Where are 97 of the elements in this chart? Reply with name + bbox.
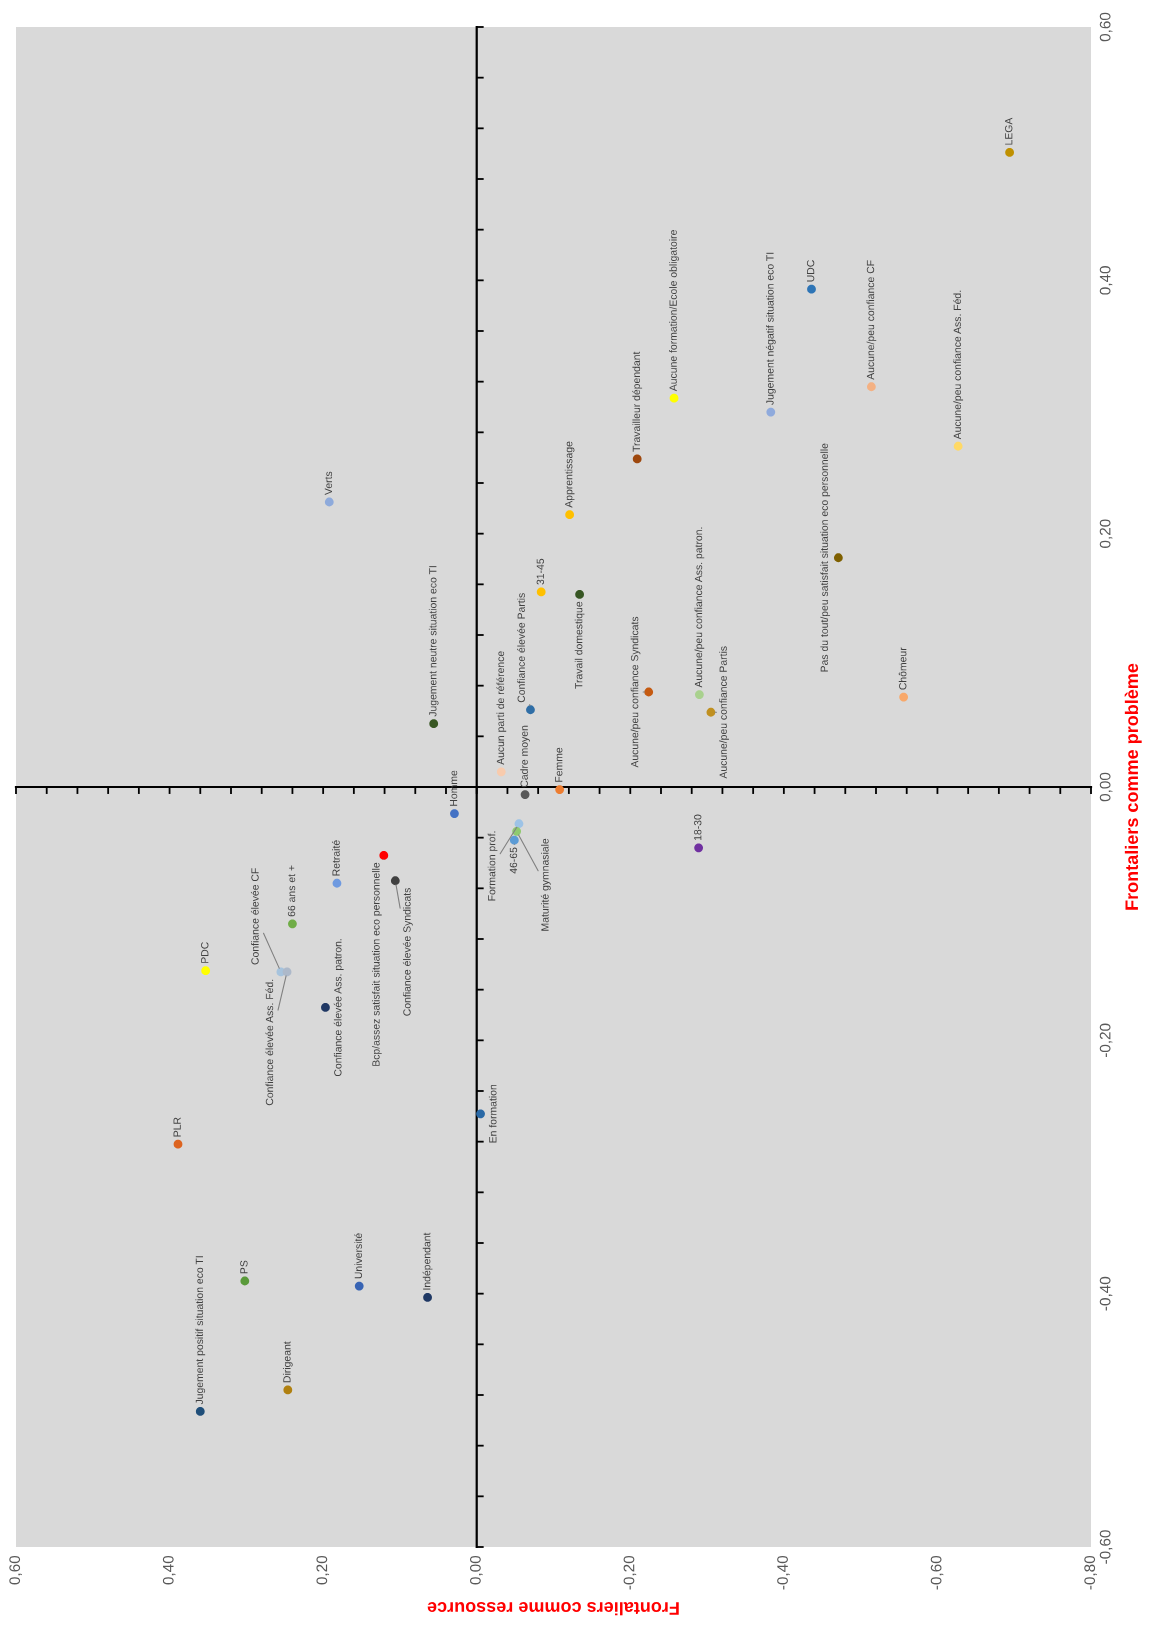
point [423, 1293, 432, 1302]
text: Formation prof. [487, 831, 498, 901]
point [476, 1109, 485, 1119]
text: 46-65 [509, 847, 518, 874]
point [195, 1407, 205, 1416]
text: Aucune/peu confiance Ass. patron. [694, 527, 705, 688]
text: Aucun parti de référence [496, 651, 507, 765]
y-tick-label: -0,20 [1099, 1023, 1113, 1058]
point [1005, 148, 1014, 157]
x-axis-title: Frontaliers comme ressource [427, 1602, 679, 1616]
text: PS [240, 1260, 248, 1274]
point [283, 1385, 293, 1395]
point [669, 393, 679, 403]
text: Aucune/peu confiance Syndicats [630, 616, 641, 768]
text: Retraité [331, 840, 340, 876]
x-tick-label: 0,20 [316, 1555, 330, 1585]
text: En formation [488, 1084, 497, 1143]
text: Confiance élevée CF [250, 868, 259, 965]
text: Maturité gymnasiale [540, 838, 551, 931]
text: Jugement positif situation eco TI [195, 1256, 206, 1405]
point [632, 454, 642, 464]
y-tick-label: -0,40 [1099, 1276, 1113, 1311]
x-tick-label: -0,40 [777, 1555, 790, 1590]
point [706, 707, 716, 717]
text: Confiance élevée Syndicats [402, 888, 413, 1016]
point [536, 587, 546, 597]
point [565, 510, 575, 520]
text: Jugement négatif situation eco TI [765, 252, 776, 405]
point [390, 876, 400, 886]
point [526, 705, 535, 715]
text: Aucune/peu confiance Partis [719, 646, 729, 779]
x-tick-label: 0,40 [162, 1555, 176, 1585]
text: Confiance élevée Ass. Féd. [265, 979, 274, 1106]
y-tick-label: 0,60 [1099, 12, 1113, 42]
point [332, 878, 342, 888]
text: Chômeur [898, 647, 907, 690]
point [695, 690, 704, 699]
text: Aucune formation/Ecole obligatoire [669, 230, 679, 392]
text: Homme [449, 770, 458, 806]
text: 31-45 [536, 558, 545, 585]
point [694, 843, 704, 853]
point [288, 919, 297, 929]
text: 66 ans et + [287, 865, 296, 917]
text: Apprentissage [564, 441, 575, 508]
point [450, 809, 459, 818]
point [240, 1276, 250, 1286]
point [321, 1003, 330, 1012]
y-tick-label: 0,00 [1099, 772, 1113, 802]
text: Femme [555, 747, 563, 782]
point [496, 767, 506, 777]
text: PDC [201, 942, 209, 963]
text: Cadre moyen [520, 725, 530, 788]
x-tick-label: -0,80 [1084, 1555, 1097, 1590]
text: Bcp/assez satisfait situation eco personnelle [372, 862, 382, 1066]
y-tick-label: 0,20 [1099, 519, 1113, 548]
x-tick-label: 0,00 [470, 1555, 483, 1585]
text: Pas du tout/peu satisfait situation eco personnelle [820, 443, 831, 672]
point [833, 553, 843, 563]
point [520, 790, 530, 799]
text: Indépendant [422, 1232, 433, 1290]
point [953, 441, 963, 451]
text: Université [354, 1233, 363, 1279]
y-tick-label: -0,60 [1099, 1530, 1113, 1564]
point [867, 382, 876, 392]
text: Travailleur dépendant [632, 351, 643, 452]
point [509, 835, 519, 845]
point [644, 687, 654, 697]
text: Jugement neutre situation eco TI [428, 566, 439, 717]
point [173, 1139, 183, 1149]
y-axis-title: Frontaliers comme problème [1124, 663, 1142, 910]
text: PLR [173, 1117, 181, 1137]
point [324, 497, 334, 507]
x-tick-label: -0,20 [623, 1555, 637, 1590]
y-tick-label: 0,40 [1099, 266, 1113, 295]
text: Travail domestique [574, 601, 585, 689]
text: 18-30 [694, 814, 702, 841]
point [379, 851, 389, 860]
point [282, 967, 292, 977]
point [429, 719, 439, 729]
text: Confiance élevée Ass. patron. [333, 939, 344, 1077]
point [766, 407, 776, 417]
point [807, 284, 816, 294]
x-tick-label: -0,60 [930, 1555, 944, 1590]
point [575, 590, 584, 599]
point [899, 692, 909, 702]
point [354, 1281, 364, 1291]
text: LEGA [1005, 117, 1013, 145]
point [514, 819, 524, 829]
text: Aucune/peu confiance Ass. Féd. [953, 290, 964, 440]
text: UDC [806, 260, 815, 282]
text: Dirigeant [282, 1341, 293, 1383]
point [555, 785, 565, 794]
text: Confiance élevée Partis [517, 593, 525, 703]
text: Aucune/peu confiance CF [866, 260, 877, 380]
text: Verts [324, 471, 333, 496]
x-tick-label: 0,60 [9, 1555, 22, 1585]
point [201, 966, 211, 976]
